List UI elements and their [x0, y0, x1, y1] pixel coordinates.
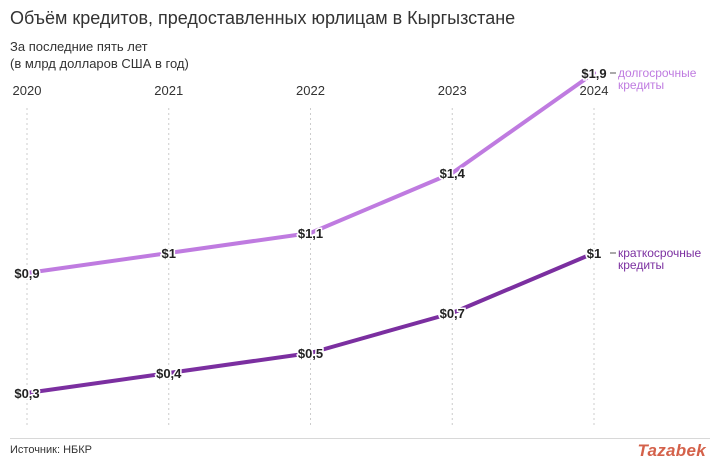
data-label-0-3: $1,4: [440, 166, 466, 181]
data-labels: $0,9 $1 $1,1 $1,4 $1,9 $0,3 $0,4 $0,5 $0,7 $1: [13, 65, 608, 403]
series-label-1-line-1: кредиты: [618, 258, 664, 272]
series-line-1: [25, 251, 596, 395]
series-label-0-line-0: долгосрочные: [618, 66, 697, 80]
subtitle-line-2: (в млрд долларов США в год): [10, 56, 189, 71]
data-label-1-2: $0,5: [298, 346, 323, 361]
data-label-1-1: $0,4: [156, 366, 182, 381]
x-tick-2022: 2022: [296, 83, 325, 98]
series-label-0-line-1: кредиты: [618, 78, 664, 92]
data-label-1-0: $0,3: [14, 386, 39, 401]
series-label-1-line-0: краткосрочные: [618, 246, 701, 260]
data-label-1-4: $1: [587, 246, 601, 261]
x-tick-2023: 2023: [438, 83, 467, 98]
data-label-0-1: $1: [162, 246, 176, 261]
chart-subtitle: За последние пять лет (в млрд долларов С…: [10, 38, 189, 72]
subtitle-line-1: За последние пять лет: [10, 39, 148, 54]
data-label-1-3: $0,7: [440, 306, 465, 321]
x-axis-ticks: 2020 2021 2022 2023 2024: [13, 83, 609, 98]
series-line-0: [25, 71, 596, 275]
data-label-0-0: $0,9: [14, 266, 39, 281]
x-tick-2021: 2021: [154, 83, 183, 98]
x-tick-2024: 2024: [580, 83, 609, 98]
data-label-0-4: $1,9: [581, 66, 606, 81]
chart-title: Объём кредитов, предоставленных юрлицам …: [10, 8, 516, 28]
footer-divider: [10, 438, 710, 439]
series-lines: [25, 71, 596, 395]
source-note: Источник: НБКР: [10, 444, 92, 456]
data-label-0-2: $1,1: [298, 226, 323, 241]
tazabek-logo: Tazabek: [637, 441, 706, 460]
x-tick-2020: 2020: [13, 83, 42, 98]
